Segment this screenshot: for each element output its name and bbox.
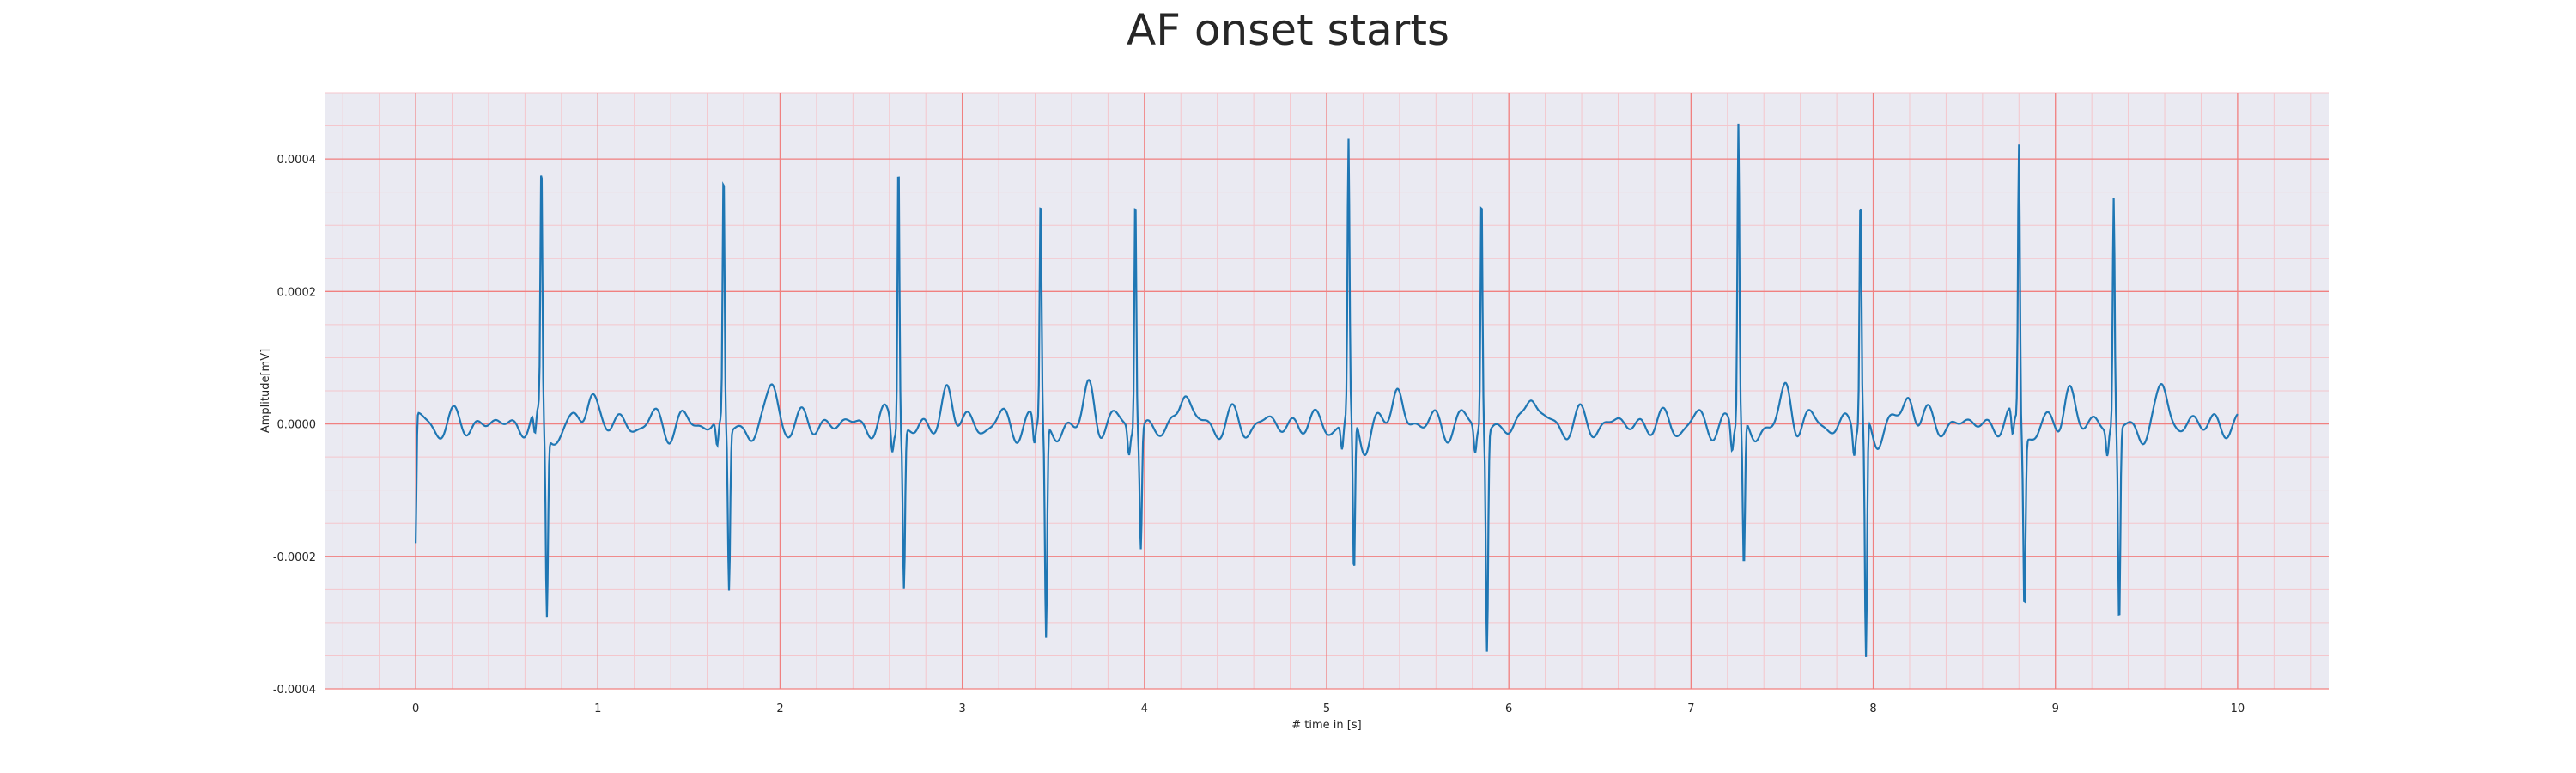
major-grid	[325, 93, 2329, 690]
y-tick-label: -0.0004	[273, 684, 316, 697]
x-tick-label: 8	[1869, 703, 1876, 715]
x-tick-labels: 0 1 2 3 4 5 6 7 8 9 10	[412, 703, 2245, 715]
ecg-series-line	[415, 123, 2239, 657]
y-tick-label: 0.0002	[277, 286, 317, 299]
x-tick-label: 5	[1323, 703, 1330, 715]
series-layer	[415, 123, 2239, 657]
x-tick-label: 3	[958, 703, 965, 715]
y-tick-labels: -0.0004 -0.0002 0.0000 0.0002 0.0004	[273, 154, 316, 697]
y-tick-label: 0.0000	[277, 419, 317, 432]
x-tick-label: 0	[412, 703, 419, 715]
x-tick-label: 9	[2052, 703, 2059, 715]
x-axis-label: # time in [s]	[1291, 719, 1361, 732]
x-tick-label: 1	[594, 703, 601, 715]
x-tick-label: 4	[1141, 703, 1148, 715]
chart-title: AF onset starts	[1127, 5, 1449, 55]
x-tick-label: 6	[1505, 703, 1512, 715]
x-tick-label: 2	[776, 703, 783, 715]
y-tick-label: 0.0004	[277, 154, 317, 167]
x-tick-label: 7	[1687, 703, 1694, 715]
y-tick-label: -0.0002	[273, 551, 316, 564]
y-axis-label: Amplitude[mV]	[259, 349, 272, 433]
x-tick-label: 10	[2231, 703, 2245, 715]
